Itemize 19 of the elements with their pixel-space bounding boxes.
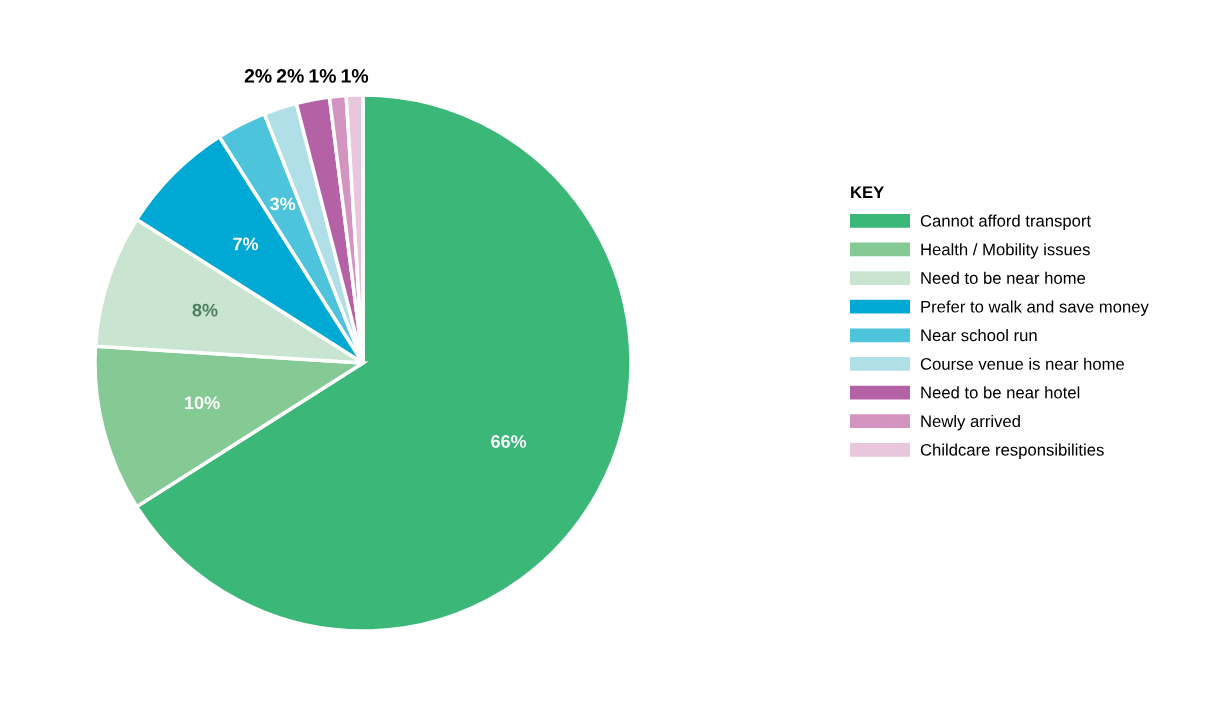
data-label: 10%	[185, 396, 220, 410]
legend-label: Course venue is near home	[920, 357, 1124, 370]
data-label: 1%	[309, 69, 336, 83]
data-label: 1%	[341, 69, 369, 83]
legend-label: Newly arrived	[921, 414, 1020, 431]
legend-label: Prefer to walk and save money	[921, 300, 1149, 316]
data-label: 2%	[244, 69, 272, 83]
data-label: 7%	[233, 237, 259, 251]
legend-label: Health / Mobility issues	[921, 243, 1090, 259]
legend-label: Near school run	[921, 329, 1037, 342]
legend-label: Cannot afford transport	[920, 214, 1091, 231]
data-label: 8%	[192, 303, 218, 317]
legend-label: Need to be near hotel	[921, 386, 1080, 399]
legend-label: Childcare responsibilities	[920, 443, 1104, 460]
data-label: 2%	[276, 69, 304, 83]
legend-title: KEY	[851, 186, 884, 198]
data-label: 66%	[491, 435, 527, 448]
legend-label: Need to be near home	[921, 271, 1086, 284]
data-label: 3%	[270, 197, 296, 211]
